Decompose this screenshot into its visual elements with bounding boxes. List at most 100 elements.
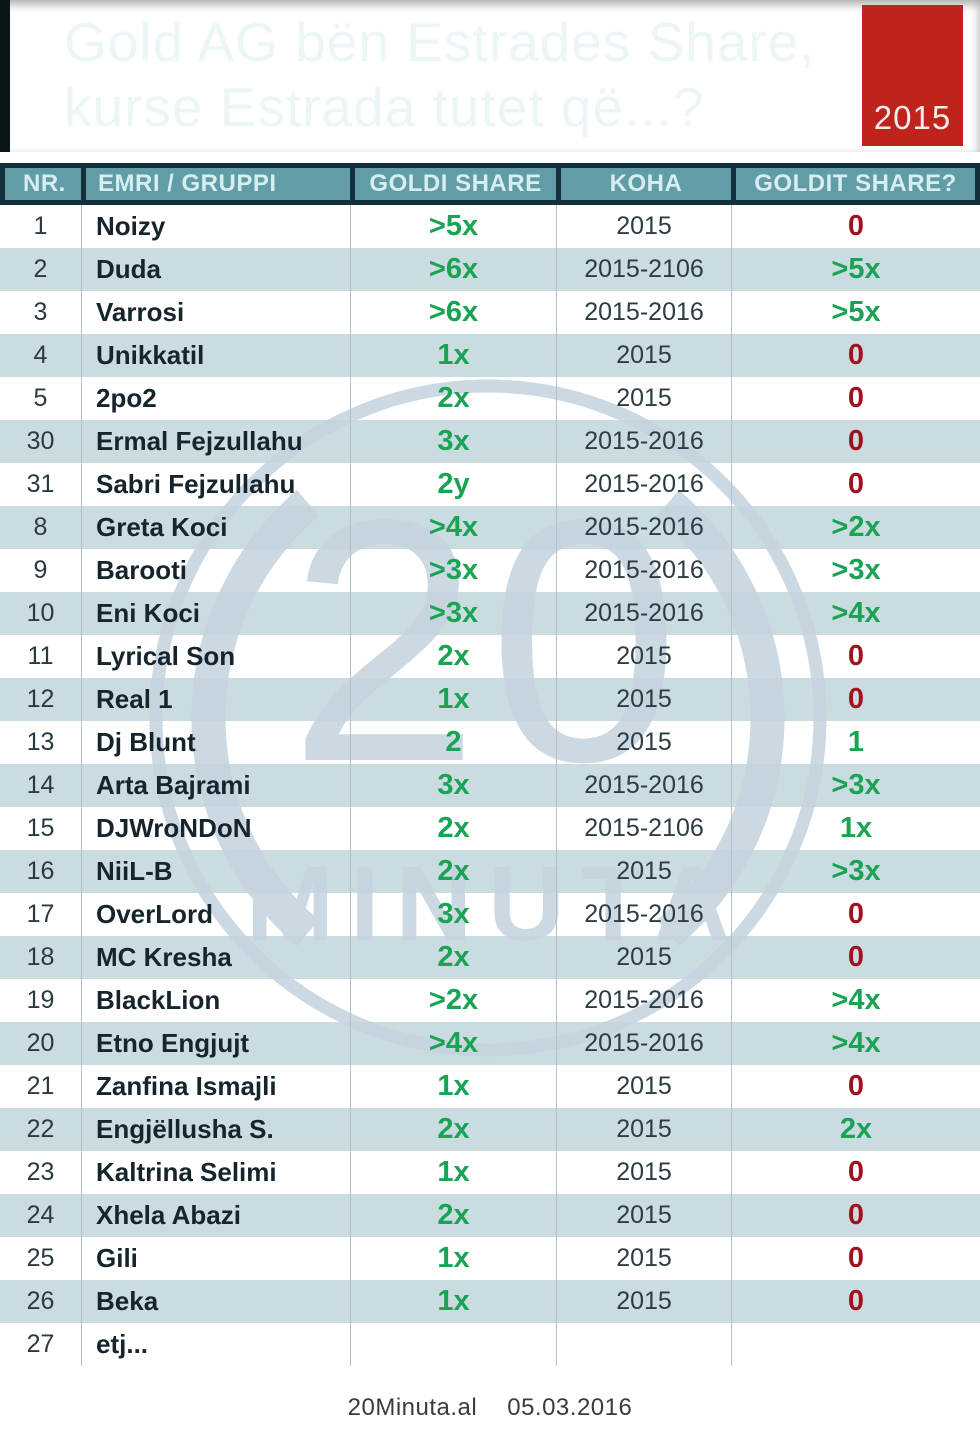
column-header-nr: NR. — [23, 170, 66, 197]
cell-name: OverLord — [81, 893, 350, 936]
cell-goldit: >4x — [731, 979, 980, 1022]
table-row: 17 OverLord 3x 2015-2016 0 — [0, 893, 980, 936]
cell-koha: 2015-2016 — [556, 549, 731, 592]
cell-goldit: 2x — [731, 1108, 980, 1151]
table-row: 27 etj... — [0, 1323, 980, 1366]
table-row: 20 Etno Engjujt >4x 2015-2016 >4x — [0, 1022, 980, 1065]
cell-goldit: >4x — [731, 1022, 980, 1065]
cell-goldi: >2x — [350, 979, 556, 1022]
cell-name: Engjëllusha S. — [81, 1108, 350, 1151]
cell-goldit: 0 — [731, 635, 980, 678]
cell-koha: 2015 — [556, 1151, 731, 1194]
footer: 20Minuta.al 05.03.2016 — [0, 1392, 980, 1424]
cell-goldit: >3x — [731, 764, 980, 807]
cell-koha: 2015 — [556, 1108, 731, 1151]
share-table: NR. EMRI / GRUPPI GOLDI SHARE KOHA GOLDIT SH… — [0, 163, 980, 1366]
table-row: 11 Lyrical Son 2x 2015 0 — [0, 635, 980, 678]
cell-name: Greta Koci — [81, 506, 350, 549]
cell-goldi: >3x — [350, 592, 556, 635]
cell-goldi: 2x — [350, 936, 556, 979]
cell-goldit: 0 — [731, 1194, 980, 1237]
cell-name: BlackLion — [81, 979, 350, 1022]
table-row: 26 Beka 1x 2015 0 — [0, 1280, 980, 1323]
cell-name: Gili — [81, 1237, 350, 1280]
cell-goldi: 1x — [350, 334, 556, 377]
cell-nr: 2 — [33, 255, 48, 283]
cell-goldi: 2x — [350, 850, 556, 893]
cell-koha: 2015 — [556, 1065, 731, 1108]
cell-goldi: 3x — [350, 893, 556, 936]
cell-goldi: 1x — [350, 1151, 556, 1194]
cell-nr: 20 — [26, 1029, 55, 1057]
page-title: Gold AG bën Estrades Share, kurse Estrad… — [64, 10, 816, 140]
cell-nr: 17 — [26, 900, 55, 928]
cell-name: NiiL-B — [81, 850, 350, 893]
cell-koha: 2015-2016 — [556, 291, 731, 334]
cell-goldit: >3x — [731, 850, 980, 893]
cell-goldit: 0 — [731, 1151, 980, 1194]
cell-name: Barooti — [81, 549, 350, 592]
table-row: 30 Ermal Fejzullahu 3x 2015-2016 0 — [0, 420, 980, 463]
cell-goldit — [731, 1323, 980, 1366]
cell-goldi: 3x — [350, 764, 556, 807]
cell-nr: 13 — [26, 728, 55, 756]
cell-nr: 27 — [26, 1330, 55, 1358]
cell-goldi: 3x — [350, 420, 556, 463]
cell-name: Dj Blunt — [81, 721, 350, 764]
table-row: 16 NiiL-B 2x 2015 >3x — [0, 850, 980, 893]
cell-nr: 8 — [33, 513, 48, 541]
cell-goldi: 1x — [350, 1280, 556, 1323]
cell-nr: 18 — [26, 943, 55, 971]
cell-nr: 1 — [33, 212, 48, 240]
cell-name: Ermal Fejzullahu — [81, 420, 350, 463]
cell-koha: 2015-2016 — [556, 592, 731, 635]
table-row: 5 2po2 2x 2015 0 — [0, 377, 980, 420]
table-body: 1 Noizy >5x 2015 0 2 Duda >6x 2015-2106 >5x 3 Varro… — [0, 205, 980, 1366]
cell-name: Xhela Abazi — [81, 1194, 350, 1237]
cell-goldi: 2x — [350, 635, 556, 678]
cell-koha: 2015 — [556, 721, 731, 764]
cell-goldit: 0 — [731, 420, 980, 463]
cell-koha: 2015-2016 — [556, 979, 731, 1022]
cell-goldi: >5x — [350, 205, 556, 248]
cell-nr: 22 — [26, 1115, 55, 1143]
table-row: 1 Noizy >5x 2015 0 — [0, 205, 980, 248]
cell-nr: 21 — [26, 1072, 55, 1100]
cell-name: Duda — [81, 248, 350, 291]
cell-goldi: 2x — [350, 377, 556, 420]
table-header-row: NR. EMRI / GRUPPI GOLDI SHARE KOHA GOLDIT SH… — [0, 163, 980, 205]
cell-goldit: 1x — [731, 807, 980, 850]
cell-nr: 31 — [26, 470, 55, 498]
table-row: 9 Barooti >3x 2015-2016 >3x — [0, 549, 980, 592]
cell-nr: 14 — [26, 771, 55, 799]
cell-koha: 2015 — [556, 1237, 731, 1280]
year-badge: 2015 — [862, 5, 963, 146]
cell-koha — [556, 1323, 731, 1366]
cell-name: Etno Engjujt — [81, 1022, 350, 1065]
cell-koha: 2015 — [556, 635, 731, 678]
cell-nr: 24 — [26, 1201, 55, 1229]
cell-koha: 2015-2016 — [556, 506, 731, 549]
cell-goldi: >6x — [350, 291, 556, 334]
cell-goldi: >6x — [350, 248, 556, 291]
cell-goldit: 0 — [731, 1065, 980, 1108]
footer-site: 20Minuta.al — [347, 1394, 478, 1421]
cell-koha: 2015 — [556, 850, 731, 893]
cell-goldi: 1x — [350, 678, 556, 721]
cell-goldit: >4x — [731, 592, 980, 635]
cell-name: Sabri Fejzullahu — [81, 463, 350, 506]
table-row: 15 DJWroNDoN 2x 2015-2106 1x — [0, 807, 980, 850]
cell-nr: 30 — [26, 427, 55, 455]
cell-koha: 2015-2016 — [556, 893, 731, 936]
cell-nr: 9 — [33, 556, 48, 584]
table-row: 24 Xhela Abazi 2x 2015 0 — [0, 1194, 980, 1237]
cell-koha: 2015-2016 — [556, 1022, 731, 1065]
page-title-line1: Gold AG bën Estrades Share, — [64, 11, 816, 73]
cell-goldit: 0 — [731, 678, 980, 721]
column-header-emri-gruppi: EMRI / GRUPPI — [81, 168, 350, 200]
cell-goldit: 0 — [731, 205, 980, 248]
cell-koha: 2015 — [556, 1280, 731, 1323]
cell-nr: 12 — [26, 685, 55, 713]
cell-name: Noizy — [81, 205, 350, 248]
cell-nr: 11 — [27, 642, 54, 670]
